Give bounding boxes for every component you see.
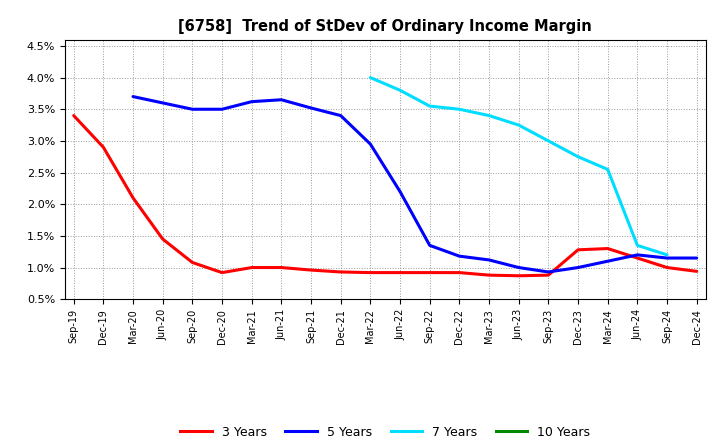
Legend: 3 Years, 5 Years, 7 Years, 10 Years: 3 Years, 5 Years, 7 Years, 10 Years xyxy=(176,421,595,440)
Title: [6758]  Trend of StDev of Ordinary Income Margin: [6758] Trend of StDev of Ordinary Income… xyxy=(179,19,592,34)
